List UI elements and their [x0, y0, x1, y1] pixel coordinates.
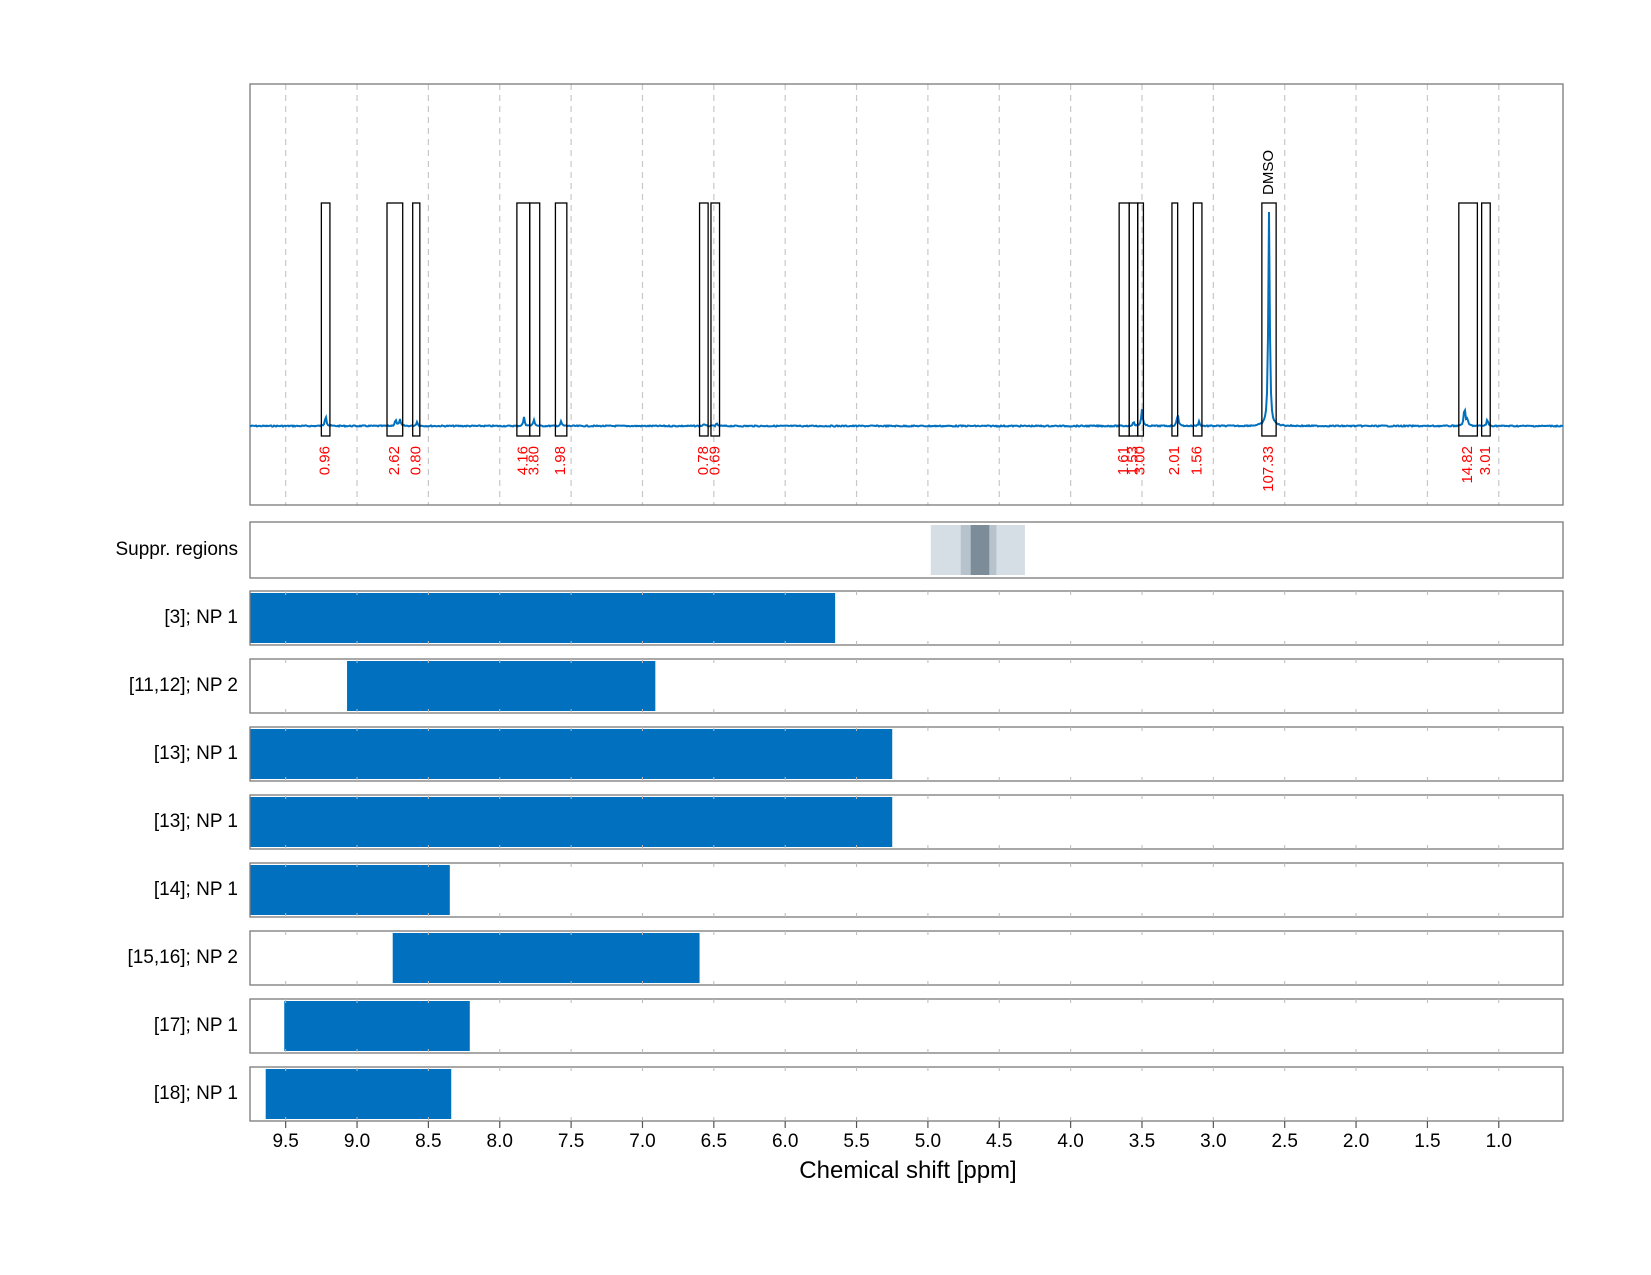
region-annotation: DMSO — [1260, 150, 1277, 195]
x-tick-label: 1.5 — [1414, 1131, 1440, 1152]
integral-label: 1.53 — [1124, 446, 1141, 475]
suppression-panel: Suppr. regions — [115, 521, 1564, 579]
range-row-label: [17]; NP 1 — [154, 1015, 238, 1036]
range-row: [13]; NP 1 — [154, 726, 1564, 782]
panel-frame — [249, 1066, 1564, 1122]
integral-label: 2.01 — [1166, 446, 1183, 475]
range-row-label: [18]; NP 1 — [154, 1083, 238, 1104]
range-row: [3]; NP 1 — [164, 590, 1564, 646]
integral-label: 1.61 — [1115, 446, 1132, 475]
panel-frame — [249, 83, 1564, 506]
x-tick-label: 5.5 — [843, 1131, 869, 1152]
x-tick-label: 8.5 — [415, 1131, 441, 1152]
integral-label: 0.78 — [695, 446, 712, 475]
x-tick-label: 5.0 — [915, 1131, 941, 1152]
integral-label: 0.96 — [317, 446, 334, 475]
integral-label: 3.01 — [1477, 446, 1494, 475]
integration-box — [554, 202, 568, 437]
x-axis: 9.5 9.0 8.5 8.0 7.5 7.0 6.5 6.0 5.5 5.0 4.5 4.0 3.5 3… — [272, 1121, 1512, 1152]
range-row-label: [3]; NP 1 — [164, 607, 238, 628]
suppression-label: Suppr. regions — [115, 539, 238, 560]
integral-label: 1.98 — [552, 446, 569, 475]
panel-frame — [249, 658, 1564, 714]
integration-box — [1481, 202, 1491, 437]
integration-box — [1137, 202, 1145, 437]
range-row-label: [14]; NP 1 — [154, 879, 238, 900]
suppression-region — [970, 525, 990, 575]
integral-label: 2.62 — [386, 446, 403, 475]
integration-box — [529, 202, 541, 437]
range-row-label: [15,16]; NP 2 — [127, 947, 238, 968]
range-bar — [250, 865, 450, 915]
panel-frame — [249, 590, 1564, 646]
x-tick-label: 7.5 — [558, 1131, 584, 1152]
integration-box — [516, 202, 531, 437]
range-bar — [392, 933, 700, 983]
range-row: [11,12]; NP 2 — [129, 658, 1564, 714]
range-bar — [347, 661, 656, 711]
range-row-label: [11,12]; NP 2 — [129, 675, 238, 696]
integral-label: 0.80 — [407, 446, 424, 475]
x-tick-label: 6.0 — [772, 1131, 798, 1152]
panel-frame — [249, 521, 1564, 579]
range-row-label: [13]; NP 1 — [154, 811, 238, 832]
integral-label: 4.16 — [514, 446, 531, 475]
integral-label: 14.82 — [1459, 446, 1476, 484]
x-tick-label: 3.5 — [1129, 1131, 1155, 1152]
integration-box — [1192, 202, 1203, 437]
panel-frame — [249, 930, 1564, 986]
x-tick-label: 2.0 — [1343, 1131, 1369, 1152]
integral-label: 1.56 — [1189, 446, 1206, 475]
integral-label: 3.00 — [1132, 446, 1149, 475]
range-panels: [3]; NP 1 [11,12]; NP 2 [13]; NP 1 [13]; NP… — [127, 590, 1564, 1122]
panel-frame — [249, 794, 1564, 850]
x-tick-label: 7.0 — [629, 1131, 655, 1152]
integral-label: 107.33 — [1260, 446, 1277, 492]
panel-frame — [249, 998, 1564, 1054]
integration-box — [1171, 202, 1179, 437]
x-tick-label: 8.0 — [487, 1131, 513, 1152]
integration-box — [698, 202, 709, 437]
range-row: [17]; NP 1 — [154, 998, 1564, 1054]
panel-frame — [249, 862, 1564, 918]
integral-label: 3.80 — [526, 446, 543, 475]
panel-frame — [249, 726, 1564, 782]
x-axis-label: Chemical shift [ppm] — [799, 1157, 1016, 1184]
range-row: [15,16]; NP 2 — [127, 930, 1564, 986]
integration-box — [1458, 202, 1479, 437]
range-row: [13]; NP 1 — [154, 794, 1564, 850]
x-tick-label: 9.0 — [344, 1131, 370, 1152]
integration-box — [320, 202, 331, 437]
x-tick-label: 9.5 — [272, 1131, 298, 1152]
range-row-label: [13]; NP 1 — [154, 743, 238, 764]
range-bar — [265, 1069, 452, 1119]
spectrum-panel: 0.96 2.62 0.80 4.163.80 1.98 0.780.69 1.611.53… — [249, 83, 1564, 506]
range-bar — [250, 593, 836, 643]
integral-label: 0.69 — [706, 446, 723, 475]
x-tick-label: 2.5 — [1271, 1131, 1297, 1152]
x-tick-label: 4.0 — [1057, 1131, 1083, 1152]
integration-box — [1128, 202, 1139, 437]
x-tick-label: 3.0 — [1200, 1131, 1226, 1152]
range-row: [14]; NP 1 — [154, 862, 1564, 918]
integration-box — [412, 202, 421, 437]
spectrum-line — [249, 212, 1564, 429]
range-row: [18]; NP 1 — [154, 1066, 1564, 1122]
integration-box — [1261, 202, 1277, 437]
integration-box — [710, 202, 721, 437]
integration-box — [1118, 202, 1130, 437]
x-tick-label: 4.5 — [986, 1131, 1012, 1152]
x-tick-label: 1.0 — [1486, 1131, 1512, 1152]
range-bar — [284, 1001, 470, 1051]
integration-box — [386, 202, 404, 437]
range-bar — [250, 797, 893, 847]
range-bar — [250, 729, 893, 779]
x-tick-label: 6.5 — [701, 1131, 727, 1152]
